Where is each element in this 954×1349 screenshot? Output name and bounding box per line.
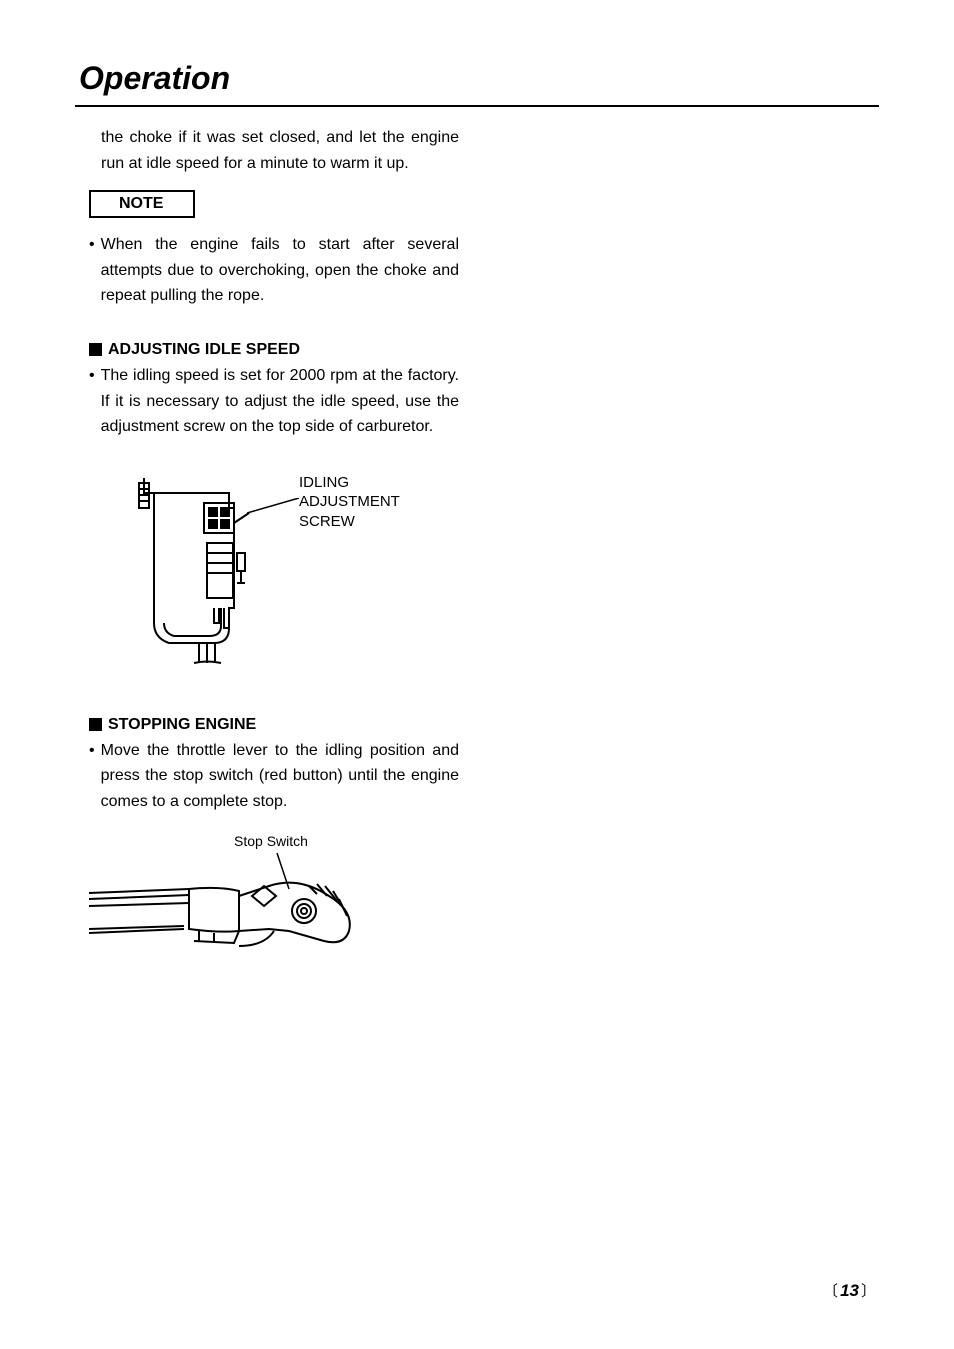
idle-label-line2: ADJUSTMENT: [299, 492, 400, 512]
page-title: Operation: [75, 60, 879, 97]
idle-bullet-item: • The idling speed is set for 2000 rpm a…: [89, 363, 459, 440]
title-rule: [75, 105, 879, 107]
bullet-point: •: [89, 232, 95, 309]
idle-diagram-label: IDLING ADJUSTMENT SCREW: [299, 473, 400, 532]
idle-diagram: IDLING ADJUSTMENT SCREW: [89, 468, 459, 668]
note-box: NOTE: [89, 190, 195, 218]
section-marker-icon: [89, 343, 102, 356]
section-heading-stop: STOPPING ENGINE: [89, 716, 459, 734]
page-number-value: 13: [840, 1281, 859, 1300]
stop-switch-label: Stop Switch: [234, 833, 308, 849]
bracket-right: 〕: [861, 1283, 876, 1300]
content-column: the choke if it was set closed, and let …: [89, 125, 459, 983]
stop-bullet-text: Move the throttle lever to the idling po…: [101, 738, 459, 815]
section-title-stop: STOPPING ENGINE: [108, 716, 256, 734]
bullet-point: •: [89, 738, 95, 815]
idle-label-line3: SCREW: [299, 512, 400, 532]
label-line-icon: [247, 498, 307, 528]
bullet-point: •: [89, 363, 95, 440]
bracket-left: 〔: [823, 1283, 838, 1300]
note-bullet-text: When the engine fails to start after sev…: [101, 232, 459, 309]
stop-bullet-item: • Move the throttle lever to the idling …: [89, 738, 459, 815]
section-title-idle: ADJUSTING IDLE SPEED: [108, 341, 300, 359]
section-marker-icon: [89, 718, 102, 731]
section-heading-idle: ADJUSTING IDLE SPEED: [89, 341, 459, 359]
note-bullet-item: • When the engine fails to start after s…: [89, 232, 459, 309]
page-number: 〔13〕: [823, 1280, 876, 1301]
idle-label-line1: IDLING: [299, 473, 400, 493]
throttle-handle-diagram-icon: [89, 851, 459, 981]
continuation-text: the choke if it was set closed, and let …: [101, 125, 459, 176]
stop-switch-diagram: Stop Switch: [89, 833, 459, 983]
idle-bullet-text: The idling speed is set for 2000 rpm at …: [101, 363, 459, 440]
